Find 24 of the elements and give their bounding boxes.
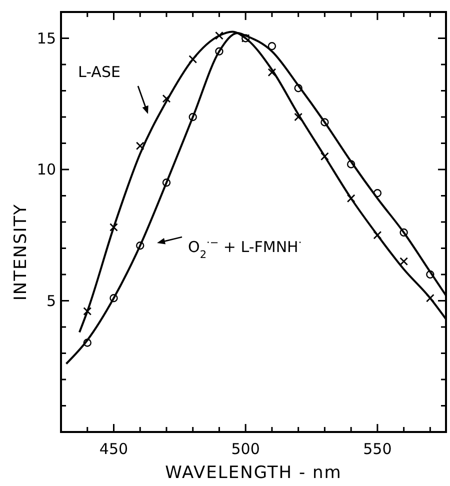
y-axis-title: INTENSITY (11, 203, 31, 301)
point (110, 223, 118, 232)
point (294, 112, 303, 122)
y-tick-label: 10 (36, 160, 56, 178)
point (162, 94, 171, 103)
point (426, 294, 434, 302)
point (268, 42, 276, 50)
x-tick-label: 500 (231, 440, 260, 458)
point (373, 230, 382, 240)
point (83, 307, 92, 316)
point (136, 142, 144, 150)
annotation: L-ASE (78, 63, 120, 81)
point (268, 68, 276, 77)
point (215, 31, 224, 40)
point (400, 257, 408, 266)
y-tick-label: 5 (46, 292, 56, 310)
point (188, 55, 198, 64)
point (346, 194, 356, 203)
x-axis-title: WAVELENGTH - nm (165, 463, 342, 483)
x-tick-label: 550 (363, 440, 392, 458)
x-tick-label: 450 (99, 440, 128, 458)
annotation: O$_{2}$$^{·−}$ + L-FMNH$^{·}$ (188, 237, 302, 261)
point (320, 152, 329, 161)
y-tick-label: 15 (36, 29, 56, 48)
